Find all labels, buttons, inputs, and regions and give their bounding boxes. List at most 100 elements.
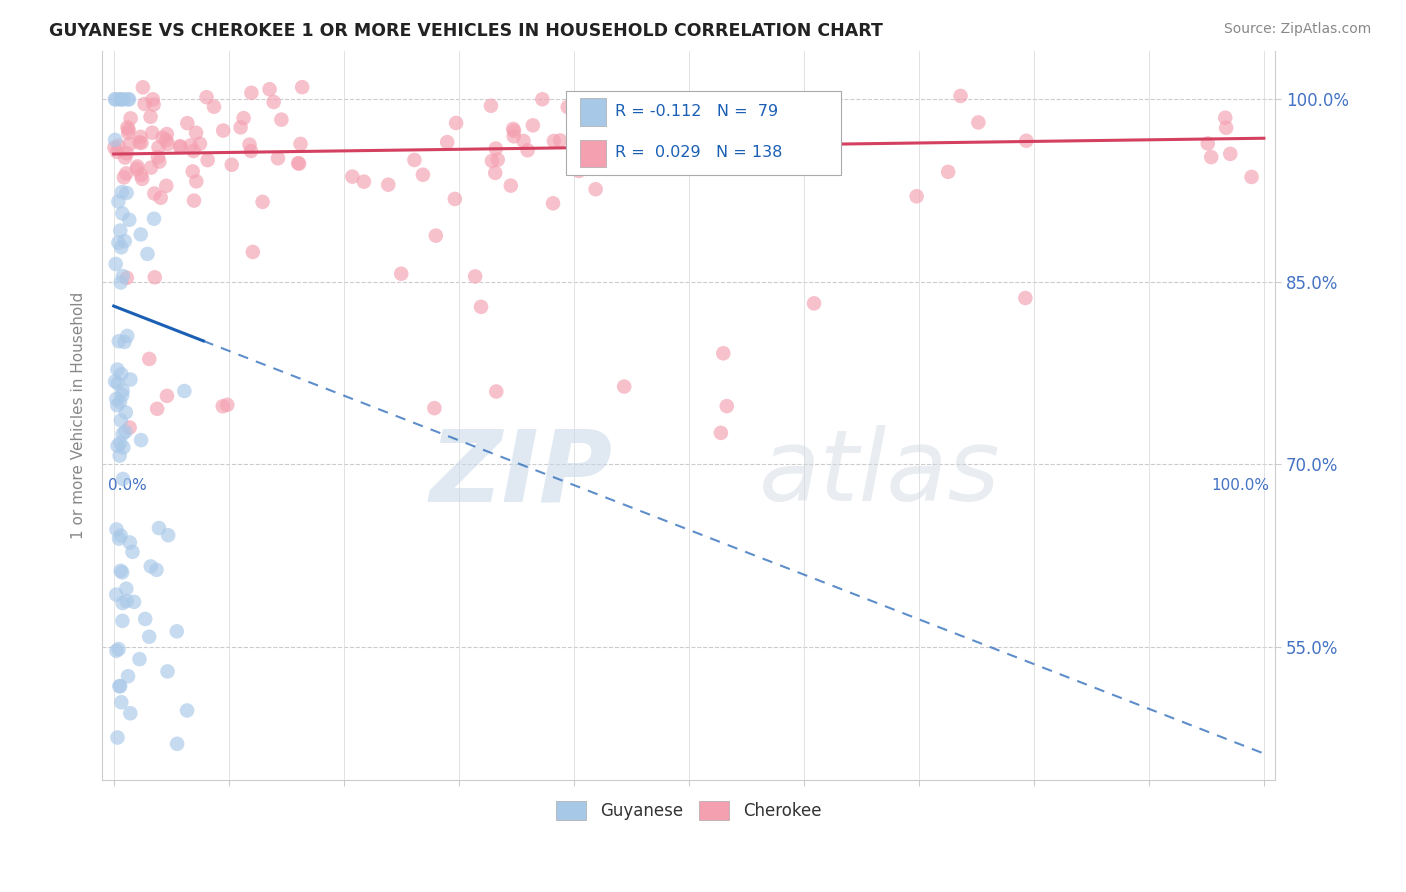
- Bar: [579, 98, 606, 126]
- Text: 100.0%: 100.0%: [1212, 477, 1270, 492]
- Point: [786, 143, 808, 157]
- Point: [353, 175, 375, 189]
- Point: [104, 133, 127, 147]
- Point: [585, 182, 607, 196]
- Point: [195, 90, 218, 104]
- Point: [105, 145, 128, 159]
- Point: [232, 111, 254, 125]
- Point: [129, 168, 152, 182]
- Point: [110, 564, 132, 578]
- Point: [259, 82, 281, 96]
- Text: atlas: atlas: [759, 425, 1001, 523]
- Point: [444, 116, 467, 130]
- Point: [1199, 150, 1222, 164]
- Point: [141, 126, 163, 140]
- Point: [183, 194, 205, 208]
- Point: [105, 398, 128, 412]
- Y-axis label: 1 or more Vehicles in Household: 1 or more Vehicles in Household: [72, 292, 86, 539]
- Point: [967, 115, 990, 129]
- Text: GUYANESE VS CHEROKEE 1 OR MORE VEHICLES IN HOUSEHOLD CORRELATION CHART: GUYANESE VS CHEROKEE 1 OR MORE VEHICLES …: [49, 22, 883, 40]
- Point: [128, 652, 150, 666]
- Point: [1213, 111, 1236, 125]
- Point: [156, 127, 179, 141]
- Point: [181, 164, 204, 178]
- Point: [112, 92, 135, 106]
- Point: [425, 228, 447, 243]
- Point: [148, 521, 170, 535]
- Point: [104, 92, 127, 106]
- Point: [436, 135, 458, 149]
- Point: [568, 164, 591, 178]
- Point: [142, 97, 165, 112]
- Point: [156, 136, 179, 151]
- Point: [157, 528, 180, 542]
- Point: [143, 270, 166, 285]
- Point: [110, 695, 132, 709]
- Point: [290, 136, 312, 151]
- Point: [481, 153, 503, 168]
- Point: [143, 186, 166, 201]
- Point: [117, 122, 139, 136]
- Point: [1240, 169, 1263, 184]
- Point: [107, 642, 129, 657]
- Point: [127, 160, 149, 174]
- Point: [115, 594, 138, 608]
- Point: [389, 267, 412, 281]
- Point: [120, 112, 142, 126]
- Point: [503, 124, 526, 138]
- Point: [111, 206, 134, 220]
- Point: [149, 191, 172, 205]
- Point: [242, 244, 264, 259]
- Point: [115, 270, 138, 285]
- Point: [1014, 291, 1036, 305]
- Point: [186, 174, 208, 188]
- Point: [1215, 120, 1237, 135]
- Point: [617, 146, 640, 161]
- Point: [108, 679, 131, 693]
- Point: [112, 441, 135, 455]
- Point: [557, 100, 579, 114]
- Point: [155, 133, 177, 147]
- Point: [129, 227, 152, 242]
- Point: [502, 129, 524, 144]
- Point: [188, 136, 211, 151]
- Point: [107, 194, 129, 209]
- Point: [773, 118, 796, 132]
- Point: [128, 136, 150, 150]
- Point: [120, 706, 142, 721]
- Point: [692, 145, 714, 159]
- Point: [169, 140, 191, 154]
- Point: [121, 545, 143, 559]
- Point: [183, 144, 205, 158]
- Point: [710, 425, 733, 440]
- Point: [110, 240, 132, 254]
- Point: [166, 737, 188, 751]
- Point: [484, 166, 506, 180]
- Point: [803, 296, 825, 310]
- Point: [156, 665, 179, 679]
- Point: [603, 159, 626, 173]
- Point: [107, 235, 129, 250]
- Point: [107, 439, 129, 453]
- Point: [217, 398, 239, 412]
- Point: [117, 120, 139, 135]
- Point: [112, 170, 135, 185]
- Point: [118, 420, 141, 434]
- Point: [742, 125, 765, 139]
- Point: [184, 126, 207, 140]
- Point: [1219, 147, 1241, 161]
- Point: [111, 614, 134, 628]
- Point: [115, 146, 138, 161]
- Point: [146, 401, 169, 416]
- Point: [114, 334, 136, 349]
- Point: [111, 185, 134, 199]
- Point: [132, 80, 155, 95]
- Point: [423, 401, 446, 416]
- Point: [342, 169, 364, 184]
- Point: [108, 334, 131, 349]
- Point: [197, 153, 219, 167]
- Point: [173, 384, 195, 398]
- Point: [263, 95, 285, 109]
- Point: [108, 92, 131, 106]
- Point: [111, 426, 134, 441]
